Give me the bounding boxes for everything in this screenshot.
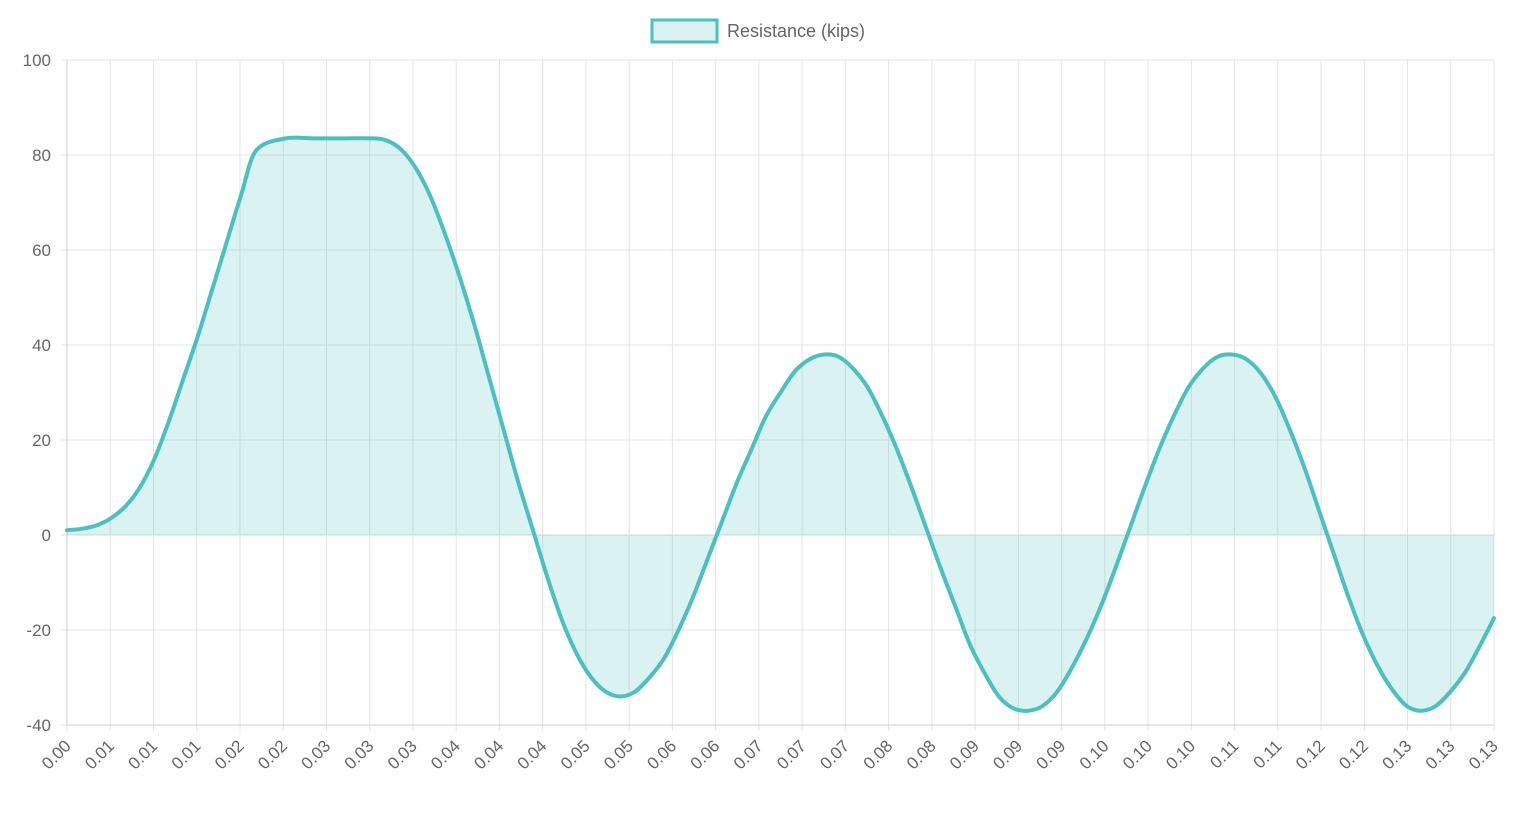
x-tick-label: 0.06 (643, 736, 680, 773)
x-tick-label: 0.04 (470, 736, 507, 773)
x-tick-label: 0.08 (860, 736, 897, 773)
x-tick-label: 0.12 (1292, 736, 1329, 773)
x-tick-label: 0.06 (687, 736, 724, 773)
x-tick-label: 0.04 (514, 736, 551, 773)
legend-label: Resistance (kips) (727, 21, 865, 41)
x-axis: 0.00 0.01 0.01 0.01 0.02 0.02 0.03 0.03 0.03 0.04… (38, 736, 1502, 773)
series-line (65, 135, 1496, 713)
x-tick-label: 0.01 (168, 736, 205, 773)
x-tick-label: 0.08 (903, 736, 940, 773)
x-tick-label: 0.04 (427, 736, 464, 773)
x-tick-label: 0.10 (1076, 736, 1113, 773)
plot-area (65, 135, 1496, 713)
y-tick-label: 100 (23, 51, 51, 70)
y-axis: 100 80 60 40 20 0 -20 -40 (23, 51, 51, 735)
y-tick-label: 20 (32, 431, 51, 450)
x-tick-label: 0.09 (989, 736, 1026, 773)
x-tick-label: 0.13 (1379, 736, 1416, 773)
x-tick-label: 0.01 (124, 736, 161, 773)
x-tick-label: 0.11 (1250, 736, 1286, 772)
x-tick-label: 0.11 (1206, 736, 1242, 772)
y-tick-label: 40 (32, 336, 51, 355)
x-tick-label: 0.03 (384, 736, 421, 773)
x-tick-label: 0.13 (1422, 736, 1459, 773)
y-tick-label: 80 (32, 146, 51, 165)
x-tick-label: 0.01 (81, 736, 118, 773)
x-tick-label: 0.10 (1119, 736, 1156, 773)
x-tick-label: 0.09 (1033, 736, 1070, 773)
x-tick-label: 0.13 (1465, 736, 1502, 773)
x-tick-label: 0.02 (254, 736, 291, 773)
x-tick-label: 0.07 (773, 736, 810, 773)
y-tick-label: 60 (32, 241, 51, 260)
series-area-fill (67, 137, 1494, 711)
chart-grid (61, 59, 1495, 731)
x-tick-label: 0.12 (1335, 736, 1372, 773)
x-tick-label: 0.03 (341, 736, 378, 773)
legend-swatch (650, 18, 719, 44)
x-tick-label: 0.00 (38, 736, 75, 773)
x-tick-label: 0.09 (946, 736, 983, 773)
x-tick-label: 0.02 (211, 736, 248, 773)
x-tick-label: 0.05 (557, 736, 594, 773)
legend[interactable]: Resistance (kips) (650, 18, 865, 44)
x-tick-label: 0.05 (600, 736, 637, 773)
x-tick-label: 0.07 (730, 736, 767, 773)
x-tick-label: 0.10 (1162, 736, 1199, 773)
x-tick-label: 0.03 (297, 736, 334, 773)
y-tick-label: -20 (26, 621, 51, 640)
y-tick-label: -40 (26, 716, 51, 735)
y-tick-label: 0 (42, 526, 51, 545)
x-tick-label: 0.07 (816, 736, 853, 773)
